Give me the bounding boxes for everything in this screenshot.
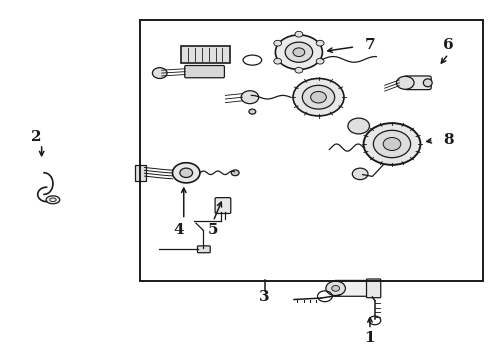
Circle shape bbox=[172, 163, 200, 183]
Circle shape bbox=[302, 85, 335, 109]
FancyBboxPatch shape bbox=[404, 76, 431, 90]
Bar bbox=[135, 165, 146, 181]
FancyBboxPatch shape bbox=[215, 198, 231, 213]
Circle shape bbox=[316, 40, 324, 46]
Circle shape bbox=[293, 78, 344, 116]
Text: 1: 1 bbox=[365, 332, 375, 345]
Bar bbox=[181, 46, 230, 63]
Circle shape bbox=[285, 42, 313, 62]
Circle shape bbox=[274, 40, 282, 46]
Ellipse shape bbox=[423, 79, 432, 87]
Bar bbox=[140, 20, 483, 281]
Text: 5: 5 bbox=[208, 224, 219, 237]
Circle shape bbox=[180, 168, 193, 177]
Circle shape bbox=[311, 91, 326, 103]
Text: 4: 4 bbox=[173, 224, 184, 237]
Circle shape bbox=[383, 138, 401, 150]
Circle shape bbox=[348, 118, 369, 134]
Circle shape bbox=[373, 130, 411, 158]
Circle shape bbox=[332, 285, 340, 291]
Circle shape bbox=[364, 123, 420, 165]
Circle shape bbox=[316, 58, 324, 64]
Text: 6: 6 bbox=[443, 38, 454, 52]
FancyBboxPatch shape bbox=[367, 279, 381, 298]
Circle shape bbox=[275, 35, 322, 69]
Circle shape bbox=[295, 31, 303, 37]
Circle shape bbox=[295, 67, 303, 73]
Circle shape bbox=[293, 48, 305, 57]
Text: 8: 8 bbox=[443, 134, 454, 147]
Circle shape bbox=[274, 58, 282, 64]
Text: 2: 2 bbox=[31, 130, 42, 144]
Circle shape bbox=[241, 91, 259, 104]
FancyBboxPatch shape bbox=[197, 246, 210, 253]
Ellipse shape bbox=[46, 196, 60, 204]
Circle shape bbox=[231, 170, 239, 176]
Circle shape bbox=[352, 168, 368, 180]
Circle shape bbox=[152, 68, 167, 78]
Circle shape bbox=[396, 76, 414, 89]
FancyBboxPatch shape bbox=[334, 280, 372, 296]
Circle shape bbox=[326, 281, 345, 296]
Text: 7: 7 bbox=[365, 38, 375, 52]
Text: 3: 3 bbox=[259, 290, 270, 304]
Circle shape bbox=[249, 109, 256, 114]
FancyBboxPatch shape bbox=[185, 66, 224, 78]
